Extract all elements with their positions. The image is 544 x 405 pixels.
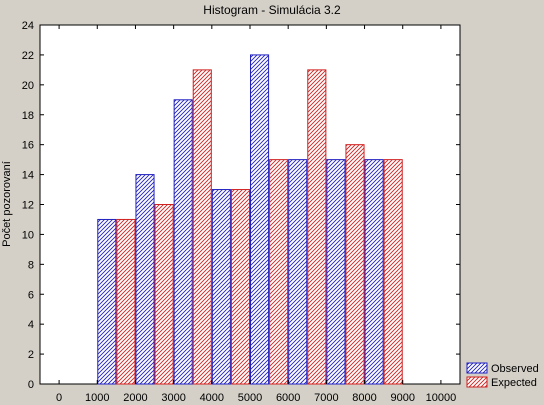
y-axis-label: Počet pozorovaní bbox=[1, 161, 13, 247]
bar-expected-4000 bbox=[230, 189, 250, 385]
bar-expected-6000 bbox=[307, 69, 327, 385]
y-tick-label: 8 bbox=[28, 259, 34, 271]
y-tick-label: 0 bbox=[28, 379, 34, 391]
x-tick-label: 4000 bbox=[200, 392, 224, 404]
y-tick-label: 22 bbox=[22, 50, 34, 62]
y-tick-label: 18 bbox=[22, 110, 34, 122]
bar-observed-4000 bbox=[211, 189, 231, 385]
x-tick-label: 0 bbox=[56, 392, 62, 404]
bar-observed-3000 bbox=[173, 99, 193, 385]
legend-swatch-observed bbox=[466, 362, 488, 374]
x-tick-label: 2000 bbox=[123, 392, 147, 404]
bar-expected-3000 bbox=[192, 69, 212, 385]
x-tick-label: 8000 bbox=[352, 392, 376, 404]
x-tick-label: 3000 bbox=[161, 392, 185, 404]
x-tick-label: 1000 bbox=[85, 392, 109, 404]
bar-expected-8000 bbox=[383, 159, 403, 385]
x-tick-label: 5000 bbox=[238, 392, 262, 404]
bar-observed-2000 bbox=[135, 174, 155, 385]
legend-label-observed: Observed bbox=[491, 363, 539, 375]
bar-expected-5000 bbox=[269, 159, 289, 385]
x-tick-label: 6000 bbox=[276, 392, 300, 404]
x-tick-label: 9000 bbox=[390, 392, 414, 404]
y-tick-label: 12 bbox=[22, 200, 34, 212]
bar-observed-8000 bbox=[364, 159, 384, 385]
legend-swatch-expected bbox=[466, 376, 488, 388]
y-tick-label: 4 bbox=[28, 319, 34, 331]
bars-group bbox=[97, 54, 403, 385]
legend-label-expected: Expected bbox=[491, 377, 537, 389]
x-tick-label: 10000 bbox=[426, 392, 457, 404]
legend: Observed Expected bbox=[466, 362, 539, 389]
bar-expected-2000 bbox=[154, 204, 174, 385]
y-tick-label: 16 bbox=[22, 140, 34, 152]
y-tick-label: 24 bbox=[22, 20, 34, 32]
y-tick-label: 14 bbox=[22, 170, 34, 182]
y-tick-label: 20 bbox=[22, 80, 34, 92]
y-tick-label: 6 bbox=[28, 289, 34, 301]
bar-observed-5000 bbox=[250, 54, 270, 385]
chart-title: Histogram - Simulácia 3.2 bbox=[203, 3, 341, 17]
bar-expected-1000 bbox=[116, 218, 136, 385]
x-tick-label: 7000 bbox=[314, 392, 338, 404]
bar-observed-1000 bbox=[97, 218, 117, 385]
bar-observed-7000 bbox=[326, 159, 346, 385]
y-tick-label: 10 bbox=[22, 229, 34, 241]
y-tick-label: 2 bbox=[28, 349, 34, 361]
bar-observed-6000 bbox=[288, 159, 308, 385]
bar-expected-7000 bbox=[345, 144, 365, 385]
